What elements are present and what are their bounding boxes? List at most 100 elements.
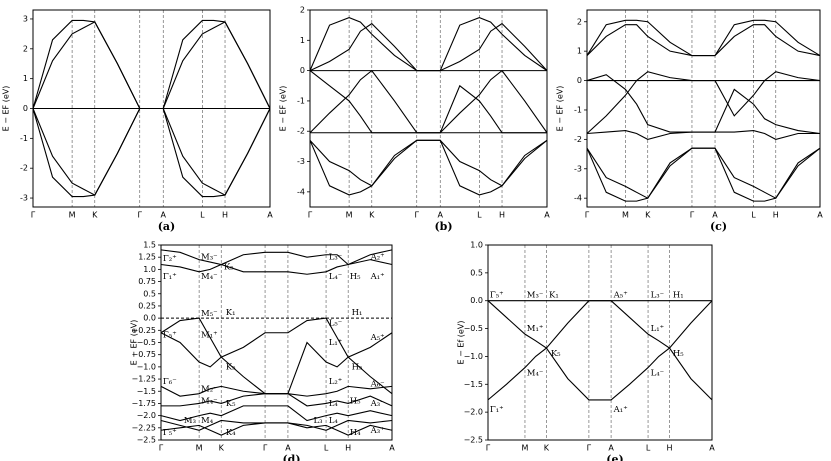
x-tick-label: A: [267, 211, 273, 220]
y-tick-label: -3: [574, 164, 582, 173]
band-line: [160, 385, 393, 397]
y-tick-label: -2: [20, 164, 28, 173]
y-tick-label: -1: [297, 96, 305, 105]
annotation: H₅: [350, 397, 361, 407]
y-tick-label: -2: [297, 127, 305, 136]
annotation: Γ₅⁺: [163, 428, 177, 438]
annotation: M₄⁻: [201, 397, 218, 407]
y-tick-label: −0.5: [137, 338, 156, 347]
x-tick-label: A: [817, 211, 823, 220]
y-tick-label: 0: [577, 76, 582, 85]
annotation: L₄⁻: [329, 272, 343, 282]
annotation: Γ₆⁻: [163, 377, 177, 387]
x-tick-label: K: [645, 211, 651, 220]
panel-caption: (a): [158, 220, 176, 233]
annotation: M₄⁻: [201, 272, 218, 282]
annotation: M₄⁻: [527, 369, 544, 379]
band-line: [309, 16, 548, 72]
y-axis-label: E − EF (eV): [2, 86, 11, 132]
x-tick-label: H: [222, 211, 228, 220]
band-line: [309, 139, 548, 187]
annotation: L₄⁻: [329, 399, 343, 409]
plot-frame: [32, 9, 271, 208]
y-axis-label: E − Ef (eV): [457, 321, 466, 365]
annotation: A₃⁺: [370, 426, 385, 436]
band-line: [586, 71, 821, 134]
y-tick-label: 1.0: [470, 241, 483, 250]
y-tick-label: −2.0: [464, 408, 483, 417]
y-tick-label: −1.0: [137, 362, 156, 371]
y-tick-label: −0.75: [131, 350, 156, 359]
x-tick-label: A: [160, 211, 166, 220]
x-tick-label: L: [751, 211, 756, 220]
y-tick-label: 2: [300, 6, 305, 15]
x-tick-label: M: [522, 444, 529, 453]
annotation: K₁: [549, 291, 559, 301]
annotation: L₁⁺: [329, 338, 343, 348]
annotation: K₁: [226, 308, 236, 318]
y-axis-label: E − EF (eV): [556, 86, 565, 132]
band-line: [586, 129, 820, 140]
annotation: H₄: [350, 428, 361, 438]
annotation: L₃: [313, 416, 322, 426]
x-tick-label: A: [712, 211, 718, 220]
band-line: [309, 139, 548, 196]
x-tick-label: M: [622, 211, 629, 220]
x-tick-label: K: [92, 211, 98, 220]
annotation: A₁⁺: [370, 272, 385, 282]
annotation: Γ₂⁺: [163, 254, 177, 264]
annotation: H₅: [352, 362, 363, 372]
y-tick-label: 1.0: [143, 265, 156, 274]
band-line: [309, 69, 548, 134]
y-tick-label: 2: [577, 17, 582, 26]
y-tick-label: −1.0: [464, 352, 483, 361]
panel-caption: (c): [710, 220, 727, 233]
band-line: [586, 19, 821, 57]
y-tick-label: 0.0: [143, 314, 156, 323]
y-tick-label: 1: [23, 74, 28, 83]
annotation: M₃: [184, 416, 196, 426]
band-line: [160, 259, 393, 275]
annotation: A₅⁺: [370, 333, 385, 343]
annotation: L₃⁻: [329, 253, 343, 263]
y-tick-label: −1.25: [131, 375, 156, 384]
y-tick-label: 1.25: [138, 253, 156, 262]
plot-frame: [309, 9, 548, 208]
band-line: [586, 24, 821, 57]
annotation: A₆⁻: [370, 379, 385, 389]
x-tick-label: A: [608, 444, 614, 453]
annotation: H₁: [673, 291, 684, 301]
band-line: [160, 405, 393, 422]
y-tick-label: −0.5: [464, 324, 483, 333]
band-line: [32, 107, 271, 198]
y-tick-label: -3: [297, 157, 305, 166]
y-tick-label: 0.75: [138, 277, 156, 286]
band-line: [487, 300, 713, 401]
y-tick-label: 1: [577, 47, 582, 56]
x-tick-label: A: [285, 444, 291, 453]
x-tick-label: A: [437, 211, 443, 220]
plot-frame: [160, 244, 393, 441]
annotation: L₅⁻: [329, 319, 343, 329]
annotation: A₁⁺: [613, 405, 628, 415]
y-tick-label: 2: [23, 44, 28, 53]
annotation: M₁⁺: [527, 324, 544, 334]
annotation: H₁: [352, 308, 363, 318]
band-line: [586, 74, 821, 135]
plot-frame: [487, 244, 713, 441]
x-tick-label: Γ: [308, 211, 313, 220]
x-tick-label: H: [499, 211, 505, 220]
y-tick-label: −2.25: [131, 423, 156, 432]
y-tick-label: −1.75: [131, 399, 156, 408]
y-axis-label: E − EF (eV): [130, 320, 139, 366]
panel-caption: (b): [434, 220, 452, 233]
x-tick-label: L: [646, 444, 651, 453]
band-line: [586, 147, 821, 202]
band-line: [161, 393, 393, 407]
y-tick-label: -4: [574, 194, 582, 203]
y-tick-label: −0.25: [131, 326, 156, 335]
annotation: K₅: [226, 399, 236, 409]
y-tick-label: -4: [297, 187, 305, 196]
